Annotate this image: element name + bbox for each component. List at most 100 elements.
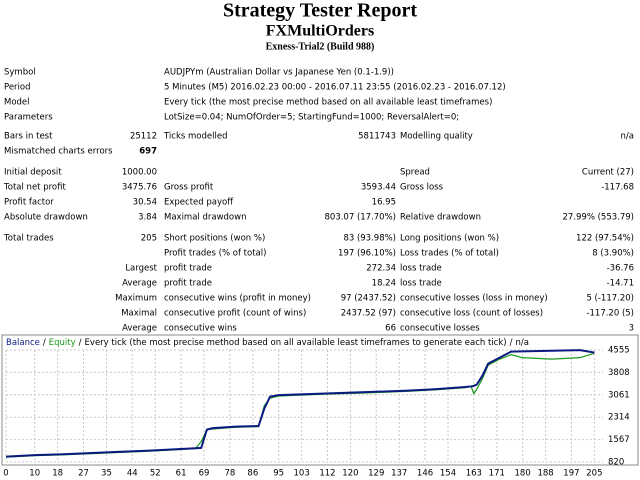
- x-tick-label: 18: [52, 469, 63, 479]
- stat-label: Mismatched charts errors: [4, 147, 113, 157]
- x-tick-label: 188: [537, 469, 553, 479]
- legend-separator: /: [79, 338, 82, 348]
- stat-label: Modelling quality: [400, 132, 473, 142]
- legend-model: Every tick (the most precise method base…: [85, 338, 507, 348]
- stat-value: 25112: [130, 132, 157, 142]
- y-tick-label: 3061: [608, 390, 630, 400]
- stat-label: Gross profit: [164, 183, 214, 193]
- stat-value: 3: [629, 324, 634, 334]
- x-tick-label: 197: [563, 469, 579, 479]
- stat-value: 1000.00: [122, 168, 157, 178]
- y-tick-label: 3808: [608, 368, 630, 378]
- stat-value: 5811743: [358, 132, 396, 142]
- stat-value: Maximum: [115, 294, 157, 304]
- stat-value: 8 (3.90%): [592, 249, 634, 259]
- x-tick-label: 137: [391, 469, 407, 479]
- info-label: Model: [4, 98, 30, 108]
- stat-label: Ticks modelled: [163, 132, 227, 142]
- info-value: LotSize=0.04; NumOfOrder=5; StartingFund…: [164, 113, 459, 123]
- info-value: 5 Minutes (M5) 2016.02.23 00:00 - 2016.0…: [164, 83, 506, 93]
- stat-label: Absolute drawdown: [4, 213, 88, 223]
- stat-value: 18.24: [372, 279, 396, 289]
- stat-value: -36.76: [607, 264, 634, 274]
- legend-entry: Balance: [6, 338, 40, 348]
- stat-value: 16.95: [372, 198, 396, 208]
- x-tick-label: 52: [150, 469, 161, 479]
- info-value: Every tick (the most precise method base…: [164, 98, 492, 108]
- stat-value: 2437.52 (97): [341, 309, 396, 319]
- stat-label: consecutive wins: [164, 324, 237, 334]
- x-tick-label: 61: [176, 469, 187, 479]
- y-tick-label: 820: [608, 458, 624, 468]
- stat-label: Long positions (won %): [400, 234, 499, 244]
- legend-quality: n/a: [515, 338, 528, 348]
- x-tick-label: 0: [3, 469, 8, 479]
- stat-value: -14.71: [607, 279, 634, 289]
- stat-value: 197 (96.10%): [338, 249, 396, 259]
- stat-value: 205: [141, 234, 157, 244]
- x-tick-label: 171: [489, 469, 505, 479]
- stat-label: consecutive loss (count of losses): [400, 309, 543, 319]
- stat-value: 5 (-117.20): [586, 294, 634, 304]
- chart-frame: [1, 334, 639, 466]
- stat-value: 697: [139, 147, 157, 157]
- x-tick-label: 10: [29, 469, 40, 479]
- stat-label: loss trade: [400, 264, 442, 274]
- x-tick-label: 35: [101, 469, 112, 479]
- legend-separator: /: [43, 338, 46, 348]
- legend: Balance / Equity / Every tick (the most prec…: [6, 338, 529, 348]
- stat-value: 122 (97.54%): [576, 234, 634, 244]
- stat-value: Average: [122, 324, 157, 334]
- x-tick-label: 27: [78, 469, 89, 479]
- x-tick-label: 86: [247, 469, 258, 479]
- stat-value: 803.07 (17.70%): [325, 213, 397, 223]
- report-title: Strategy Tester Report: [223, 0, 417, 22]
- x-tick-label: 120: [342, 469, 358, 479]
- x-tick-label: 129: [368, 469, 384, 479]
- stat-value: Largest: [125, 264, 157, 274]
- stat-label: Maximal drawdown: [164, 213, 246, 223]
- y-tick-label: 2314: [608, 413, 630, 423]
- stat-value: 272.34: [366, 264, 396, 274]
- x-tick-label: 103: [294, 469, 310, 479]
- stat-value: -117.20 (5): [586, 309, 634, 319]
- y-tick-label: 4555: [608, 346, 630, 356]
- stat-label: Bars in test: [4, 132, 53, 142]
- x-tick-label: 95: [273, 469, 284, 479]
- x-tick-label: 163: [466, 469, 482, 479]
- stat-label: Relative drawdown: [400, 213, 481, 223]
- stat-value: Current (27): [582, 168, 634, 178]
- x-tick-label: 78: [224, 469, 235, 479]
- stat-value: 97 (2437.52): [341, 294, 396, 304]
- x-tick-label: 154: [440, 469, 456, 479]
- stat-value: 3.84: [138, 213, 157, 223]
- series-line: [5, 349, 595, 458]
- stat-value: n/a: [621, 132, 634, 142]
- legend-separator: /: [510, 338, 513, 348]
- x-tick-label: 205: [586, 469, 602, 479]
- x-tick-label: 180: [515, 469, 531, 479]
- stat-label: Spread: [400, 168, 430, 178]
- stat-label: loss trade: [400, 279, 442, 289]
- stat-value: -117.68: [601, 183, 634, 193]
- stat-label: Total net profit: [3, 183, 66, 193]
- info-label: Period: [4, 83, 31, 93]
- expert-name: FXMultiOrders: [266, 23, 374, 40]
- x-tick-label: 146: [417, 469, 433, 479]
- stat-value: 27.99% (553.79): [563, 213, 635, 223]
- stat-label: consecutive losses (loss in money): [400, 294, 548, 304]
- x-tick-label: 44: [127, 469, 138, 479]
- stat-value: 83 (93.98%): [343, 234, 396, 244]
- stat-label: Gross loss: [400, 183, 444, 193]
- stat-label: consecutive losses: [400, 324, 480, 334]
- stat-label: Expected payoff: [164, 198, 234, 208]
- stat-label: Initial deposit: [4, 168, 62, 178]
- stat-label: Loss trades (% of total): [400, 249, 499, 259]
- stat-label: profit trade: [164, 279, 212, 289]
- x-tick-label: 112: [319, 469, 335, 479]
- stat-label: Profit trades (% of total): [164, 249, 266, 259]
- stat-label: Total trades: [3, 234, 54, 244]
- server-name: Exness-Trial2 (Build 988): [266, 41, 375, 52]
- stat-value: 66: [385, 324, 396, 334]
- stat-label: Profit factor: [4, 198, 54, 208]
